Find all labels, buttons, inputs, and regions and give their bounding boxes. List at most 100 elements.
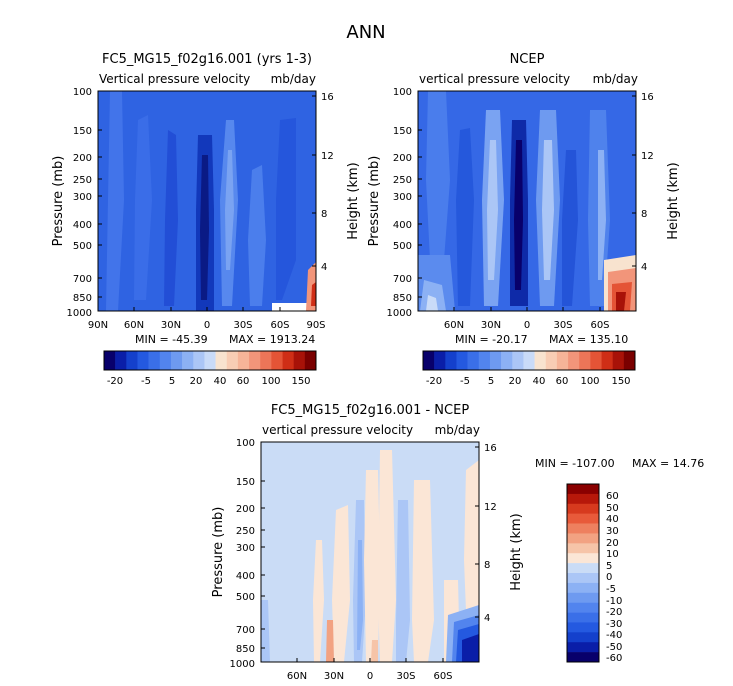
panel-3-y-axis-label: Pressure (mb): [211, 507, 226, 598]
panel-3-y2-axis-label: Height (km): [509, 513, 524, 590]
colorbar-swatch: [423, 351, 435, 370]
colorbar-label: 40: [606, 514, 619, 525]
x-tick-label: 90S: [306, 320, 325, 331]
colorbar-label: -50: [606, 642, 622, 653]
colorbar-swatch: [115, 351, 127, 370]
colorbar-swatch: [567, 582, 599, 594]
y-tick-label: 200: [236, 504, 255, 515]
colorbar-top-right-labels: -20 -5 5 20 40 60 100 150: [426, 376, 631, 387]
panel-3-band: [364, 470, 380, 662]
panel-1-x-tick-marks: [133, 307, 281, 311]
panel-2-band: [616, 292, 626, 311]
y-tick-label: 700: [236, 625, 255, 636]
panel-1-band: [311, 282, 316, 306]
x-tick-label: 30N: [161, 320, 181, 331]
colorbar-swatch: [170, 351, 183, 370]
colorbar-swatch: [182, 351, 194, 370]
y-tick-label: 400: [73, 220, 92, 231]
panel-1-y-axis-label: Pressure (mb): [51, 156, 66, 247]
x-tick-label: 0: [204, 320, 210, 331]
colorbar-swatch: [304, 351, 317, 370]
y-tick-label: 850: [393, 293, 412, 304]
colorbar-swatch: [590, 351, 602, 370]
panel-3-subtitle-right: mb/day: [435, 423, 480, 437]
colorbar-swatch: [126, 351, 138, 370]
panel-2-y-tick-marks: [418, 95, 636, 298]
y-tick-label: 1000: [387, 308, 412, 319]
panel-2-min: MIN = -20.17: [455, 333, 528, 346]
panel-2-y-axis-label: Pressure (mb): [367, 156, 382, 247]
colorbar-swatch: [567, 493, 599, 505]
colorbar-swatch: [568, 351, 580, 370]
colorbar-swatch: [567, 622, 599, 633]
panel-2-max: MAX = 135.10: [549, 333, 628, 346]
panel-3-x-ticks: 60N 30N 0 30S 60S: [287, 671, 453, 682]
panel-3-band: [261, 600, 270, 662]
colorbar-label: -40: [606, 630, 622, 641]
colorbar-label: -5: [460, 376, 470, 387]
colorbar-label: 100: [580, 376, 599, 387]
x-tick-label: 30S: [396, 671, 415, 682]
panel-3-y-ticks: 100 150 200 250 300 400 500 700 850 1000: [230, 438, 255, 670]
colorbar-label: 20: [606, 538, 619, 549]
colorbar-top-left: [103, 350, 317, 371]
panel-3-y2-ticks: 16 12 8 4: [484, 443, 497, 624]
panel-model: FC5_MG15_f02g16.001 (yrs 1-3) Vertical p…: [51, 52, 361, 387]
colorbar-label: 5: [488, 376, 494, 387]
panel-3-y-tick-marks: [261, 446, 479, 649]
colorbar-label: 5: [606, 561, 612, 572]
panel-1-y-ticks: 100 150 200 250 300 400 500 700 850 1000: [67, 87, 92, 319]
colorbar-swatch: [148, 351, 161, 370]
colorbar-label: 20: [190, 376, 203, 387]
panel-2-field: [418, 91, 636, 311]
colorbar-label: 60: [556, 376, 569, 387]
x-tick-label: 30S: [553, 320, 572, 331]
panel-2-band: [542, 140, 554, 280]
x-tick-label: 0: [367, 671, 373, 682]
panel-1-subtitle-right: mb/day: [271, 72, 316, 86]
colorbar-swatch: [567, 592, 599, 603]
colorbar-swatch: [282, 351, 294, 370]
panel-ncep: NCEP vertical pressure velocity mb/day: [367, 52, 681, 387]
colorbar-label: 10: [606, 549, 619, 560]
y2-tick-label: 4: [484, 613, 490, 624]
x-tick-label: 90N: [88, 320, 108, 331]
x-tick-label: 60N: [287, 671, 307, 682]
colorbar-label: 100: [261, 376, 280, 387]
panel-3-band: [462, 634, 479, 662]
y2-tick-label: 8: [484, 560, 490, 571]
x-tick-label: 60S: [270, 320, 289, 331]
y-tick-label: 400: [393, 220, 412, 231]
colorbar-swatch: [545, 351, 558, 370]
colorbar-frame: [422, 350, 636, 371]
y-tick-label: 250: [73, 175, 92, 186]
y2-tick-label: 8: [641, 209, 647, 220]
y-tick-label: 250: [393, 175, 412, 186]
colorbar-swatch: [226, 351, 239, 370]
y2-tick-label: 16: [321, 92, 334, 103]
colorbar-swatch: [456, 351, 468, 370]
x-tick-label: 30S: [233, 320, 252, 331]
colorbar-frame: [566, 483, 600, 663]
y-tick-label: 150: [393, 126, 412, 137]
colorbar-label: -5: [606, 584, 616, 595]
y-tick-label: 1000: [230, 659, 255, 670]
panel-1-band: [164, 130, 178, 306]
panel-1-y2-axis-label: Height (km): [346, 162, 361, 239]
panel-1-min: MIN = -45.39: [135, 333, 208, 346]
y2-tick-label: 4: [321, 262, 327, 273]
y2-tick-label: 12: [484, 502, 497, 513]
colorbar-swatch: [204, 351, 216, 370]
y-tick-label: 100: [73, 87, 92, 98]
colorbar-label: 20: [509, 376, 522, 387]
x-tick-label: 60S: [590, 320, 609, 331]
panel-2-x-tick-marks: [453, 307, 601, 311]
colorbar-swatch: [512, 351, 524, 370]
colorbar-swatch: [534, 351, 547, 370]
panel-1-y2-ticks: 16 12 8 4: [321, 92, 334, 273]
colorbar-label: -60: [606, 653, 622, 664]
colorbar-swatch: [567, 632, 599, 643]
panel-2-band: [420, 280, 446, 311]
y-tick-label: 700: [73, 274, 92, 285]
panel-3-band: [313, 540, 324, 662]
